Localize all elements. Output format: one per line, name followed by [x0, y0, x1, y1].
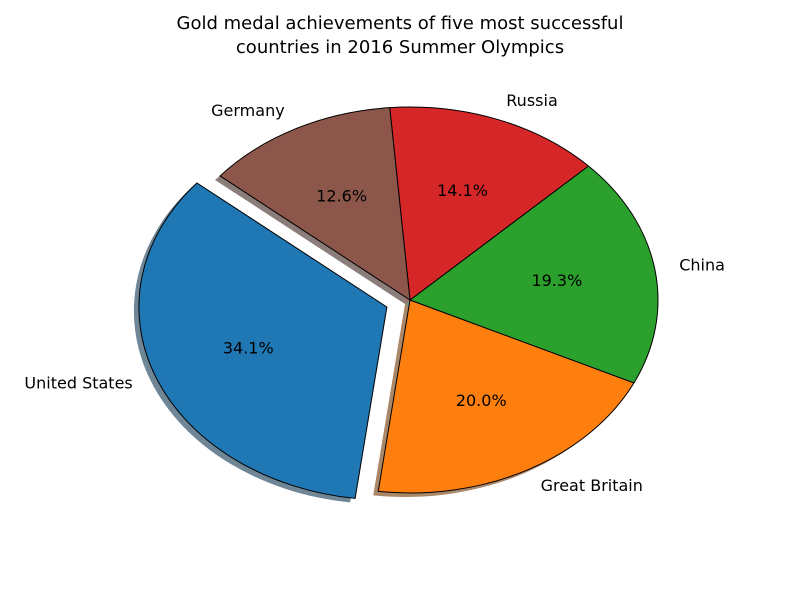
value-label: 19.3% [531, 271, 582, 290]
slice [138, 182, 388, 499]
chart-title: Gold medal achievements of five most suc… [176, 13, 624, 58]
value-label: 12.6% [316, 187, 367, 206]
value-label: 20.0% [456, 391, 507, 410]
slice-label: United States [24, 374, 132, 393]
slice-label: Germany [211, 101, 285, 120]
value-label: 34.1% [223, 339, 274, 358]
slice-label: Russia [506, 91, 557, 110]
slice [389, 106, 590, 301]
slice-label: China [679, 255, 725, 274]
slice-label: Great Britain [541, 476, 643, 495]
value-label: 14.1% [437, 181, 488, 200]
slice [377, 299, 635, 494]
slice [219, 107, 411, 301]
slice [408, 165, 659, 384]
